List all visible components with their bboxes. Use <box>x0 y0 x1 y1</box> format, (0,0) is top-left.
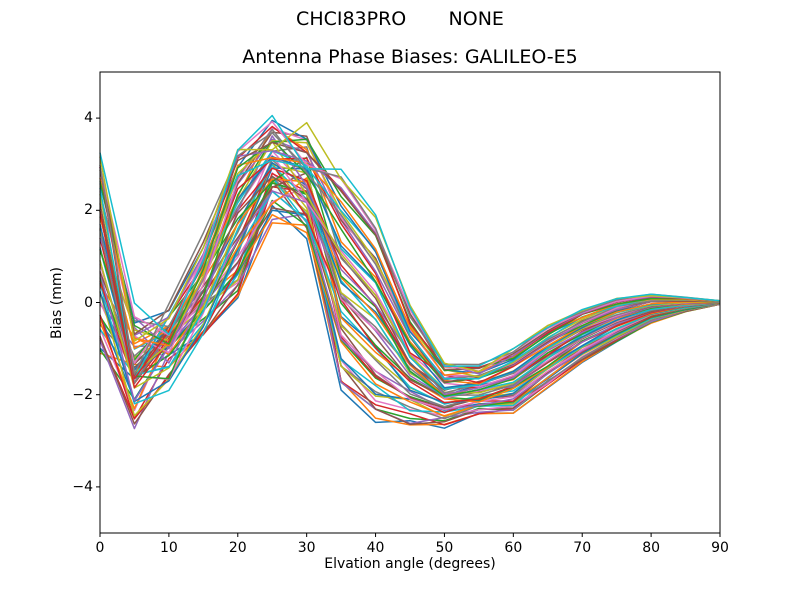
x-tick-label: 50 <box>435 540 454 556</box>
bias-series-line <box>99 127 721 378</box>
x-tick-label: 40 <box>366 540 385 556</box>
bias-series-line <box>99 126 720 385</box>
x-tick-label: 20 <box>228 540 247 556</box>
x-tick-label: 10 <box>159 540 178 556</box>
y-tick-label: −2 <box>72 386 93 403</box>
x-tick-label: 60 <box>504 540 523 556</box>
bias-series-line <box>99 132 721 375</box>
x-tick-label: 30 <box>297 540 316 556</box>
figure-suptitle: CHCI83PRO NONE <box>296 8 504 30</box>
x-axis-label: Elvation angle (degrees) <box>324 556 496 572</box>
bias-series-line <box>99 181 721 422</box>
x-tick-label: 0 <box>95 540 105 556</box>
bias-series-line <box>99 190 721 405</box>
bias-series-line <box>99 159 721 397</box>
x-tick-label: 80 <box>642 540 661 556</box>
bias-series-line <box>99 120 721 372</box>
y-tick-label: 0 <box>84 294 93 311</box>
y-tick-label: 2 <box>84 202 93 219</box>
x-tick-label: 90 <box>711 540 729 556</box>
chart-title: Antenna Phase Biases: GALILEO-E5 <box>242 46 578 68</box>
y-tick-label: 4 <box>84 110 93 127</box>
bias-series-line <box>99 190 721 402</box>
x-tick-label: 70 <box>573 540 592 556</box>
bias-series-line <box>99 114 721 367</box>
y-tick-label: −4 <box>72 478 93 495</box>
